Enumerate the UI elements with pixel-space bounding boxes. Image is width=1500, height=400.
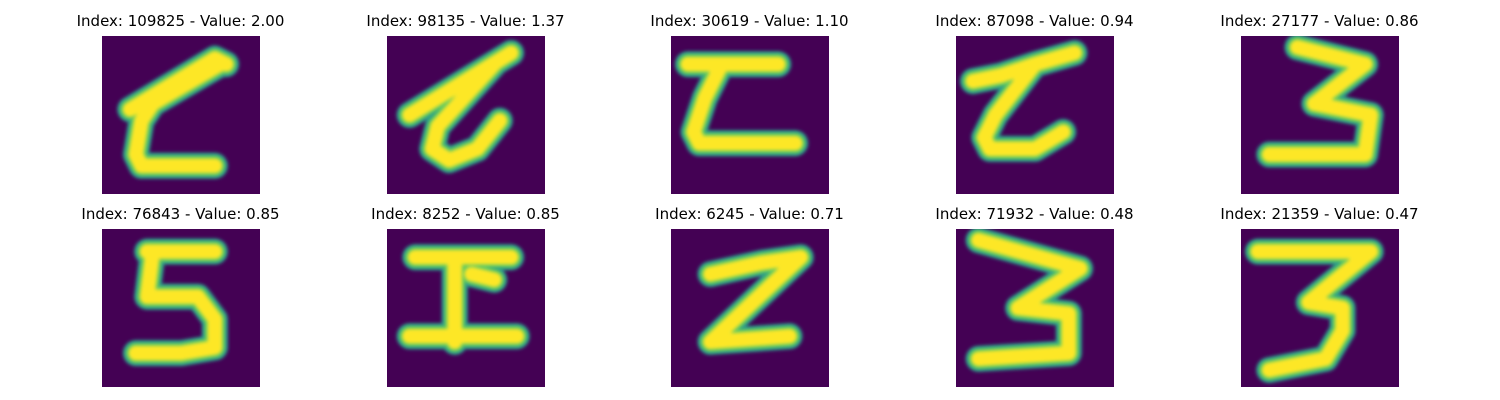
panel-title: Index: 8252 - Value: 0.85 (371, 205, 560, 223)
image-panel: Index: 6245 - Value: 0.71 (607, 205, 892, 395)
digit-image (102, 36, 260, 194)
image-panel: Index: 98135 - Value: 1.37 (323, 12, 608, 202)
digit-image (671, 229, 829, 387)
panel-title: Index: 30619 - Value: 1.10 (650, 12, 849, 30)
glyph-stroke (971, 232, 1088, 367)
glyph-stroke (1250, 244, 1379, 378)
digit-image (671, 36, 829, 194)
glyph-stroke (122, 51, 234, 174)
digit-image (387, 36, 545, 194)
digit-image (1241, 229, 1399, 387)
image-panel: Index: 87098 - Value: 0.94 (892, 12, 1177, 202)
glyph-stroke (965, 45, 1082, 157)
panel-title: Index: 76843 - Value: 0.85 (81, 205, 280, 223)
image-panel: Index: 71932 - Value: 0.48 (892, 205, 1177, 395)
glyph-stroke (402, 45, 519, 168)
panel-title: Index: 87098 - Value: 0.94 (935, 12, 1134, 30)
digit-image (102, 229, 260, 387)
image-panel: Index: 21359 - Value: 0.47 (1177, 205, 1462, 395)
panel-title: Index: 98135 - Value: 1.37 (366, 12, 565, 30)
image-panel: Index: 27177 - Value: 0.86 (1177, 12, 1462, 202)
digit-image (956, 36, 1114, 194)
digit-image (387, 229, 545, 387)
digit-image (1241, 36, 1399, 194)
panel-title: Index: 71932 - Value: 0.48 (935, 205, 1134, 223)
glyph-stroke (680, 56, 803, 151)
panel-title: Index: 21359 - Value: 0.47 (1220, 205, 1419, 223)
glyph-stroke (402, 249, 525, 350)
digit-image (956, 229, 1114, 387)
panel-title: Index: 27177 - Value: 0.86 (1220, 12, 1419, 30)
image-panel: Index: 8252 - Value: 0.85 (323, 205, 608, 395)
glyph-stroke (128, 244, 223, 361)
image-panel: Index: 30619 - Value: 1.10 (607, 12, 892, 202)
glyph-stroke (1261, 39, 1379, 162)
image-panel: Index: 76843 - Value: 0.85 (38, 205, 323, 395)
image-panel: Index: 109825 - Value: 2.00 (38, 12, 323, 202)
glyph-stroke (703, 249, 809, 350)
panel-title: Index: 6245 - Value: 0.71 (655, 205, 844, 223)
panel-title: Index: 109825 - Value: 2.00 (76, 12, 285, 30)
